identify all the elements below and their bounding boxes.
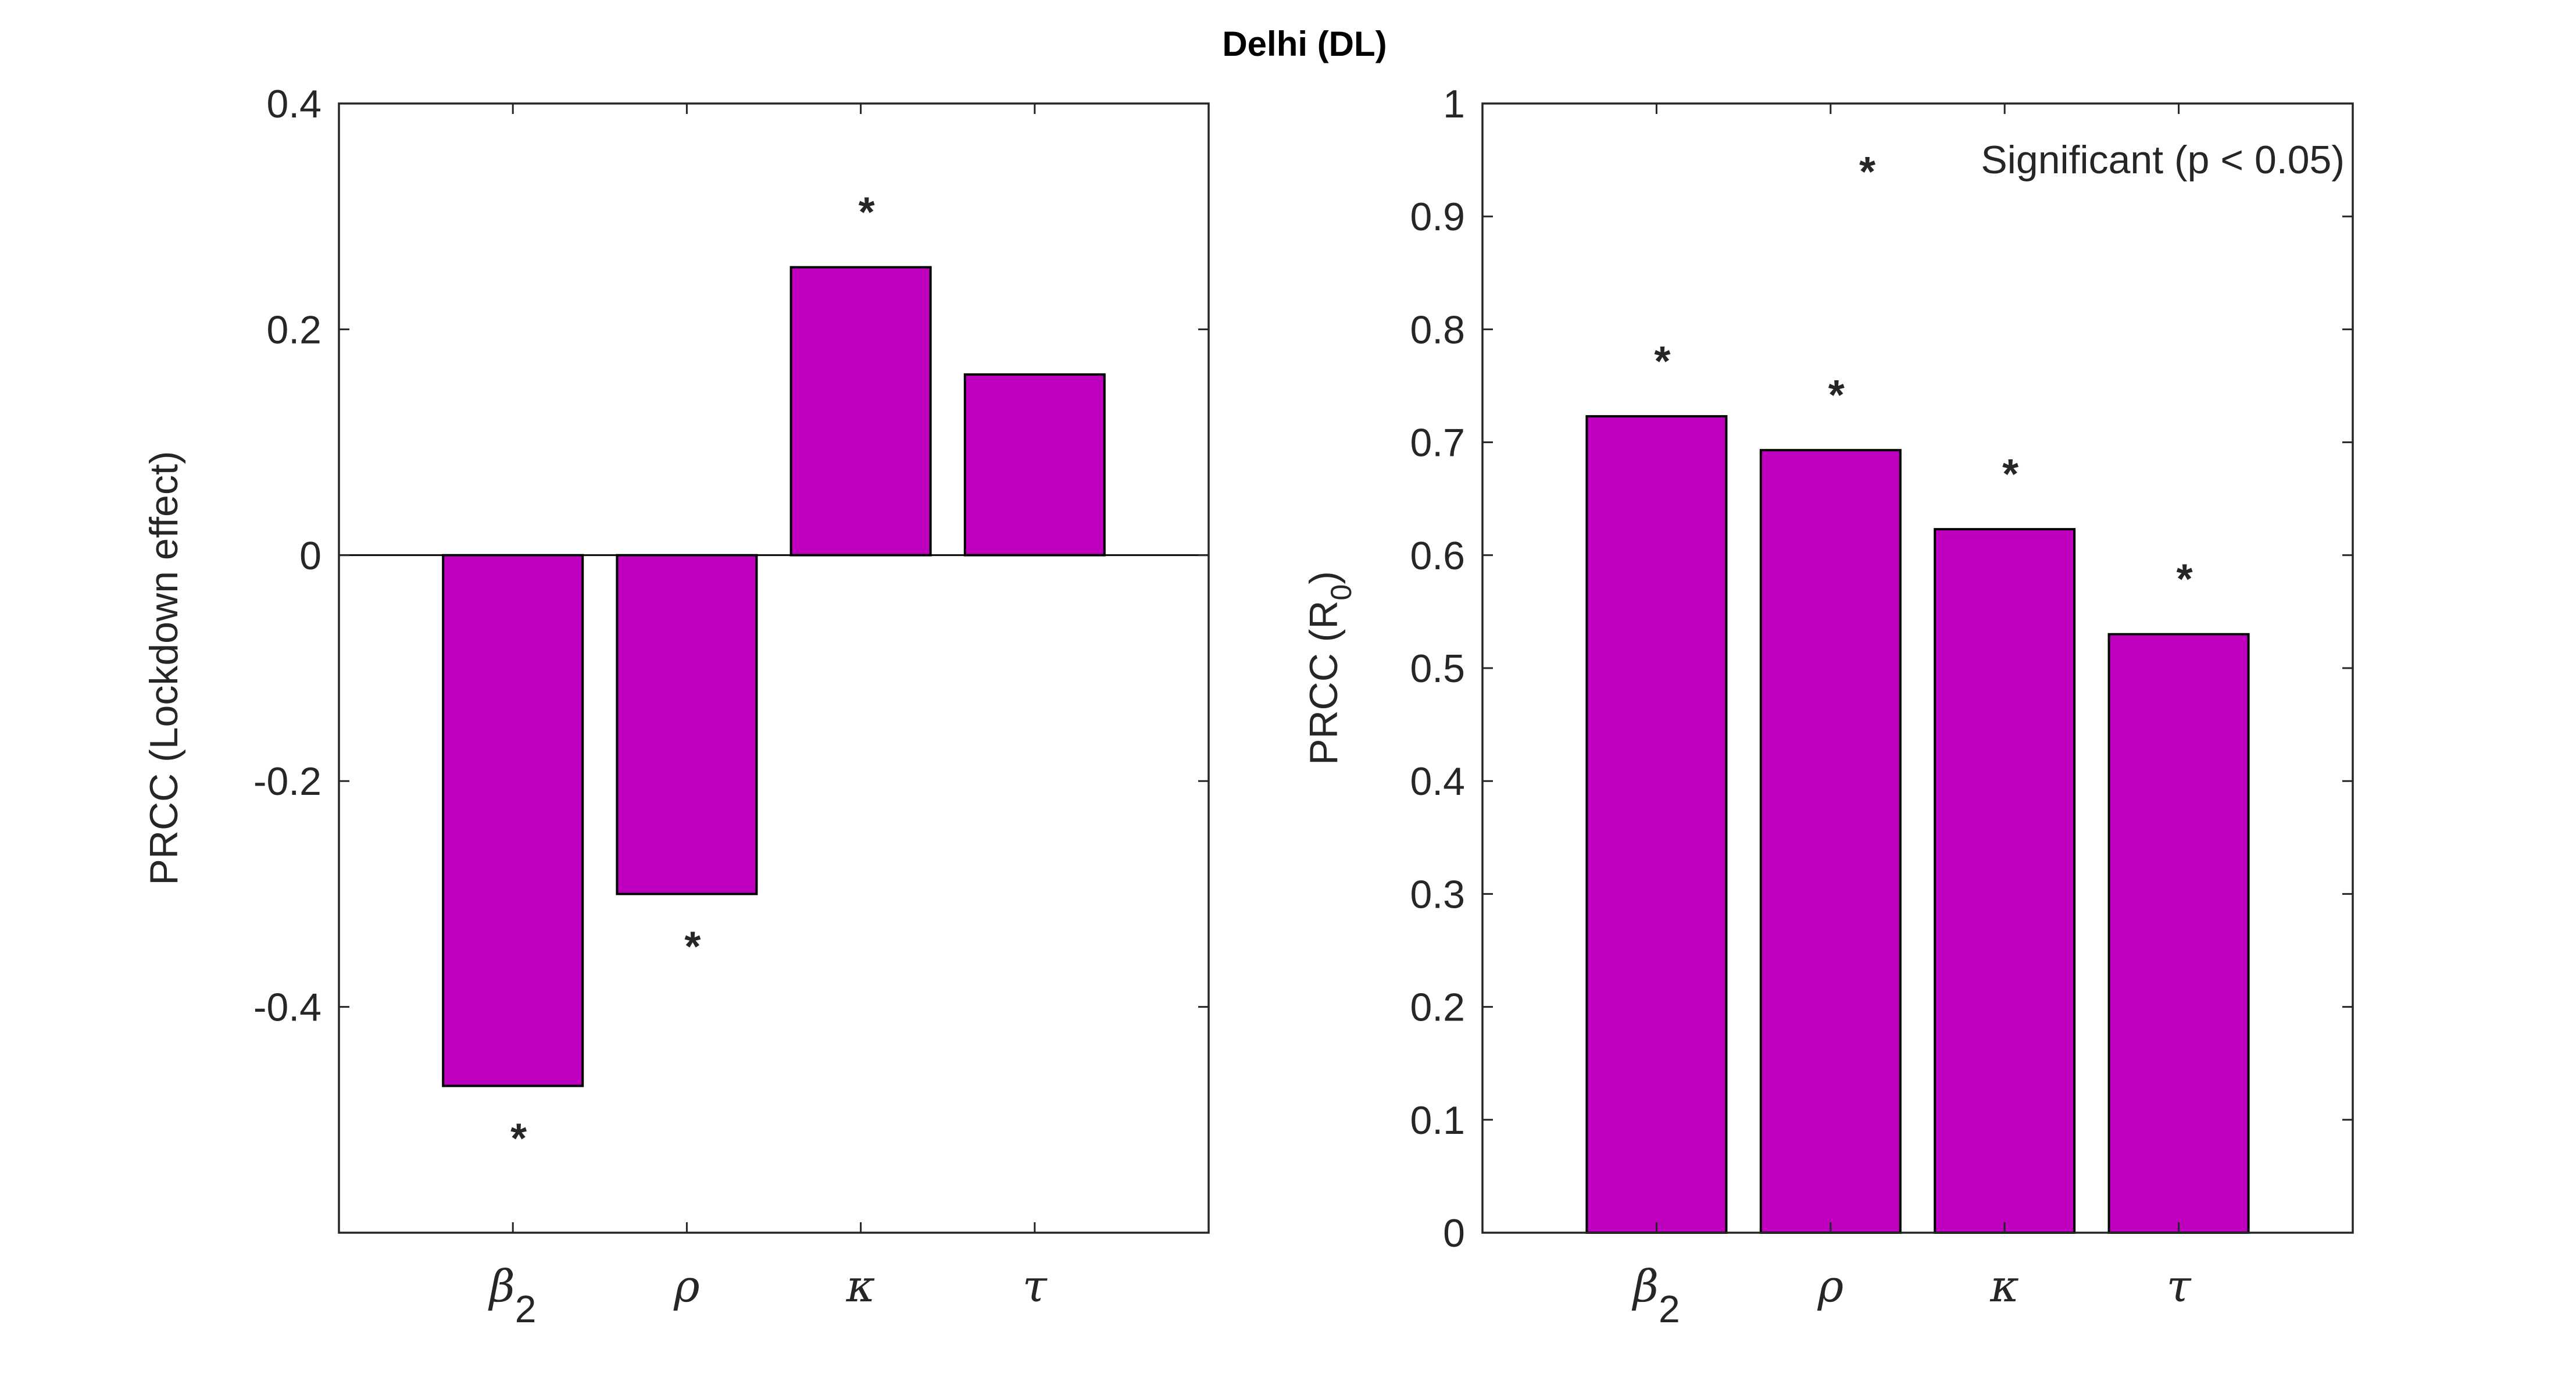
- figure-title: Delhi (DL): [1222, 24, 1387, 63]
- xtick-label-3: τ: [1023, 1260, 1048, 1312]
- ytick-label: 0: [1443, 1211, 1465, 1255]
- ylabel: PRCC (Lockdown effect): [142, 451, 186, 885]
- xtick-label-2: κ: [846, 1260, 876, 1312]
- r0-prcc-chart: * * * * 0 0.1 0.2 0.3 0.4 0.5 0.6 0.7 0.8 0.9 1 β2 ρ κ τ PR…: [1302, 82, 2354, 1330]
- ytick-label: 0.5: [1410, 647, 1465, 691]
- ytick-label: 0.4: [1410, 759, 1465, 804]
- bar-2: [1934, 528, 2076, 1234]
- significance-marker-3: *: [2177, 556, 2193, 603]
- ytick-label: 0: [299, 534, 321, 578]
- xtick-label-0: β2: [1631, 1260, 1680, 1330]
- xtick-label-1: ρ: [1817, 1260, 1843, 1312]
- bar-2: [789, 266, 932, 556]
- xtick-label-2: κ: [1989, 1260, 2019, 1312]
- bar-0: [1585, 415, 1728, 1234]
- ytick-label: 0.1: [1410, 1098, 1465, 1143]
- ytick-label: 1: [1443, 82, 1465, 126]
- bar-3: [963, 373, 1106, 556]
- ytick-label: 0.2: [1410, 986, 1465, 1030]
- bar-1: [1759, 449, 1902, 1234]
- lockdown-prcc-chart: * * * -0.4 -0.2 0 0.2 0.4 β2 ρ κ τ PRCC (Lockdown ef…: [142, 82, 1210, 1330]
- significance-marker-1: *: [1828, 372, 1845, 419]
- ytick-label: -0.4: [253, 986, 321, 1030]
- bar-3: [2107, 633, 2250, 1234]
- ytick-label: -0.2: [253, 759, 321, 804]
- axes-box: [338, 102, 1210, 1234]
- bar-0: [442, 554, 584, 1087]
- ytick-label: 0.6: [1410, 534, 1465, 578]
- significance-marker-0: *: [510, 1116, 527, 1162]
- legend-marker: *: [1859, 149, 1875, 195]
- significance-marker-1: *: [684, 923, 701, 970]
- ytick-label: 0.7: [1410, 421, 1465, 465]
- ytick-label: 0.8: [1410, 308, 1465, 352]
- ytick-label: 0.2: [266, 308, 321, 352]
- legend-label: Significant (p < 0.05): [1981, 138, 2345, 182]
- bar-1: [616, 554, 758, 895]
- significance-marker-2: *: [859, 190, 875, 236]
- xtick-label-1: ρ: [673, 1260, 700, 1312]
- significance-marker-0: *: [1654, 338, 1670, 385]
- significance-marker-2: *: [2002, 451, 2018, 498]
- legend: * Significant (p < 0.05): [1859, 138, 2345, 195]
- ytick-label: 0.9: [1410, 195, 1465, 239]
- xtick-label-0: β2: [488, 1260, 537, 1330]
- ytick-label: 0.3: [1410, 872, 1465, 916]
- ytick-label: 0.4: [266, 82, 321, 126]
- ylabel: PRCC (R0): [1302, 571, 1357, 765]
- xtick-label-3: τ: [2167, 1260, 2192, 1312]
